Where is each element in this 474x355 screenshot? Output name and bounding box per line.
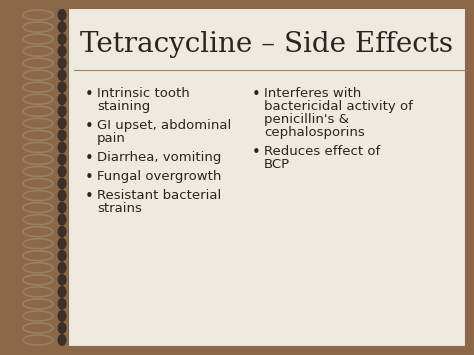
- Text: staining: staining: [97, 100, 150, 113]
- Ellipse shape: [57, 310, 66, 322]
- Ellipse shape: [57, 250, 66, 262]
- Ellipse shape: [57, 153, 66, 165]
- Ellipse shape: [57, 118, 66, 129]
- Ellipse shape: [57, 129, 66, 141]
- Text: •: •: [85, 189, 94, 204]
- Ellipse shape: [57, 69, 66, 81]
- Text: Interferes with: Interferes with: [264, 87, 361, 100]
- Text: Fungal overgrowth: Fungal overgrowth: [97, 170, 221, 183]
- Text: GI upset, abdominal: GI upset, abdominal: [97, 119, 231, 132]
- Ellipse shape: [57, 286, 66, 298]
- Text: BCP: BCP: [264, 158, 290, 171]
- Text: Tetracycline – Side Effects: Tetracycline – Side Effects: [81, 32, 454, 59]
- Ellipse shape: [57, 226, 66, 237]
- Text: •: •: [85, 170, 94, 185]
- Ellipse shape: [57, 274, 66, 286]
- Text: •: •: [85, 151, 94, 166]
- Text: strains: strains: [97, 202, 142, 215]
- Text: Intrinsic tooth: Intrinsic tooth: [97, 87, 190, 100]
- Text: Resistant bacterial: Resistant bacterial: [97, 189, 221, 202]
- Ellipse shape: [57, 9, 66, 21]
- Ellipse shape: [57, 334, 66, 346]
- Text: cephalosporins: cephalosporins: [264, 126, 365, 139]
- Text: Diarrhea, vomiting: Diarrhea, vomiting: [97, 151, 221, 164]
- Ellipse shape: [57, 105, 66, 117]
- Ellipse shape: [57, 202, 66, 214]
- Ellipse shape: [57, 214, 66, 226]
- Ellipse shape: [57, 21, 66, 33]
- Ellipse shape: [57, 33, 66, 45]
- Ellipse shape: [57, 93, 66, 105]
- Ellipse shape: [57, 141, 66, 153]
- Text: pain: pain: [97, 132, 126, 145]
- Ellipse shape: [57, 322, 66, 334]
- Text: •: •: [85, 119, 94, 134]
- Ellipse shape: [57, 190, 66, 202]
- Ellipse shape: [57, 262, 66, 274]
- Ellipse shape: [57, 81, 66, 93]
- Bar: [68, 8, 466, 347]
- Ellipse shape: [57, 165, 66, 178]
- Text: bactericidal activity of: bactericidal activity of: [264, 100, 413, 113]
- Ellipse shape: [57, 57, 66, 69]
- Text: Reduces effect of: Reduces effect of: [264, 145, 380, 158]
- Text: •: •: [252, 87, 261, 102]
- Text: penicillin's &: penicillin's &: [264, 113, 349, 126]
- Ellipse shape: [57, 238, 66, 250]
- Ellipse shape: [57, 298, 66, 310]
- Ellipse shape: [57, 45, 66, 57]
- Text: •: •: [252, 145, 261, 160]
- Ellipse shape: [57, 178, 66, 190]
- Text: •: •: [85, 87, 94, 102]
